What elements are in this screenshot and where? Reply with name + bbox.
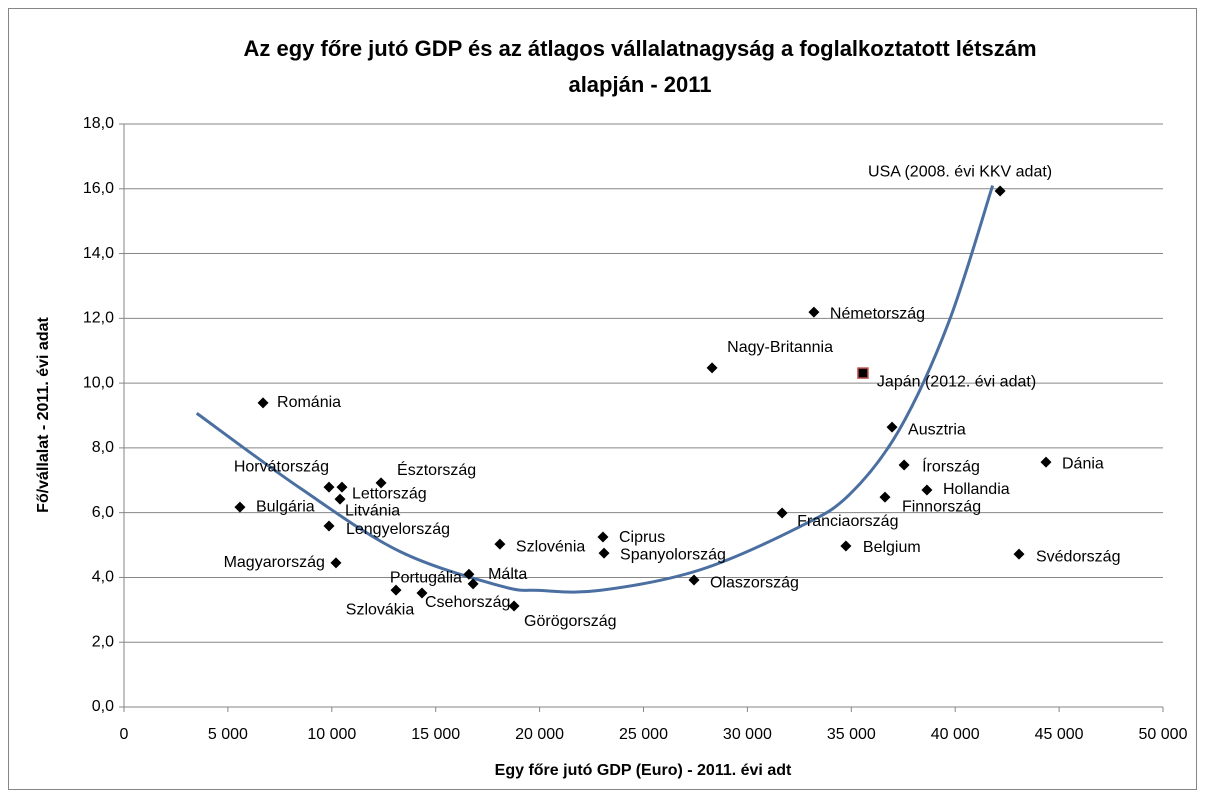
point-label: Írország [922,456,980,475]
point [879,491,891,503]
point [776,507,788,519]
y-axis-label: Fő/vállalat - 2011. évi adat [35,317,52,513]
point [921,484,933,496]
x-tick-label: 30 000 [723,726,772,743]
chart-frame [8,8,1197,790]
point-label: Portugália [390,569,462,586]
x-tick-label: 25 000 [619,726,668,743]
x-tick-label: 10 000 [307,726,356,743]
point-label: Szlovénia [516,538,585,555]
point [857,367,869,379]
x-axis-label: Egy főre jutó GDP (Euro) - 2011. évi adt [495,762,792,779]
point-label: Hollandia [943,481,1010,498]
point-label: Lettország [352,485,427,502]
point-label: Japán (2012. évi adat) [877,373,1036,390]
x-tick-label: 5 000 [208,726,248,743]
point-label: Olaszország [710,574,799,591]
point-label: USA (2008. évi KKV adat) [868,163,1052,180]
point [234,501,246,513]
point [416,587,428,599]
trendline [195,185,995,594]
point [323,520,335,532]
point [334,493,346,505]
x-tick-label: 50 000 [1139,726,1188,743]
y-tick-label: 10,0 [83,374,114,391]
point [598,547,610,559]
point-label: Csehország [425,594,510,611]
y-tick-label: 12,0 [83,310,114,327]
point-label: Görögország [524,613,617,630]
point-label: Ausztria [908,421,966,438]
point [336,481,348,493]
y-tick-label: 6,0 [92,504,114,521]
point [688,574,700,586]
point [257,397,269,409]
point-label: Észtország [397,460,476,479]
y-tick-label: 14,0 [83,245,114,262]
point-label: Románia [277,394,341,411]
point [840,540,852,552]
point-label: Ciprus [619,529,665,546]
x-tick-label: 20 000 [515,726,564,743]
point [375,477,387,489]
point-label: Málta [488,566,527,583]
point [898,459,910,471]
point-label: Svédország [1036,548,1121,565]
point-label: Magyarország [224,554,325,571]
y-tick-label: 4,0 [92,569,114,586]
point [886,421,898,433]
x-tick-label: 0 [120,726,129,743]
point-label: Lengyelország [346,521,450,538]
point [1013,548,1025,560]
x-tick-label: 35 000 [827,726,876,743]
x-tick-label: 15 000 [411,726,460,743]
point-label: Litvánia [345,502,400,519]
point-label: Finnország [902,498,981,515]
point-label: Dánia [1062,455,1104,472]
x-tick-label: 45 000 [1035,726,1084,743]
y-tick-label: 2,0 [92,633,114,650]
y-tick-label: 18,0 [83,115,114,132]
y-tick-label: 0,0 [92,698,114,715]
point [463,568,475,580]
point [1040,456,1052,468]
point-label: Spanyolország [620,546,726,563]
point [330,557,342,569]
x-tick-label: 40 000 [931,726,980,743]
point [994,185,1006,197]
y-tick-label: 8,0 [92,439,114,456]
point-label: Belgium [863,539,921,556]
point [597,531,609,543]
point-label: Nagy-Britannia [727,339,833,356]
point [390,584,402,596]
point-label: Bulgária [256,498,315,515]
point-label: Horvátország [234,458,329,475]
point [323,481,335,493]
point [494,538,506,550]
point-label: Szlovákia [346,601,415,618]
point [508,600,520,612]
chart-title: Az egy főre jutó GDP és az átlagos válla… [243,36,1036,61]
point-label: Franciaország [797,513,898,530]
point [467,578,479,590]
y-tick-label: 16,0 [83,180,114,197]
point-label: Németország [830,305,925,322]
point [808,306,820,318]
point [706,362,718,374]
chart-title: alapján - 2011 [568,72,711,97]
